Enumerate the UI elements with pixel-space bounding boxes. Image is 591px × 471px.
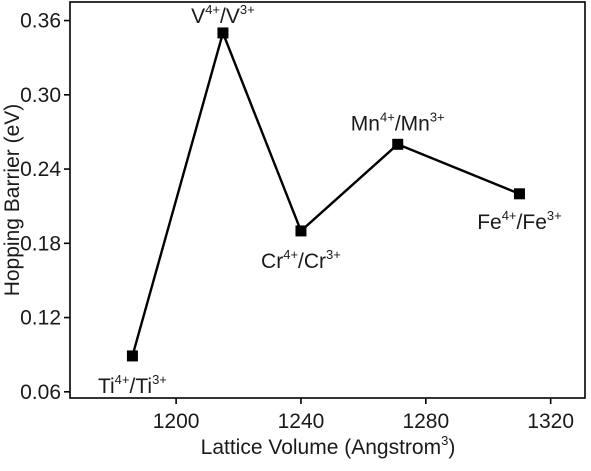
y-axis-title: Hopping Barrier (eV) <box>1 104 24 297</box>
data-point-label: V4+/V3+ <box>191 2 255 28</box>
x-tick-label: 1280 <box>402 410 449 433</box>
point-labels: Ti4+/Ti3+ V4+/V3+ Cr4+/Cr3+ Mn4+/Mn3+ Fe4+/F… <box>98 2 562 398</box>
y-tick-label: 0.30 <box>20 84 61 107</box>
data-point-marker <box>392 138 404 150</box>
data-point-marker <box>513 188 525 200</box>
x-axis-ticks: 1200 1240 1280 1320 <box>153 398 574 433</box>
x-axis-title-sup: 3 <box>441 433 448 448</box>
series-markers <box>126 27 525 362</box>
data-point-label: Fe4+/Fe3+ <box>477 208 562 234</box>
data-point-label: Ti4+/Ti3+ <box>98 372 167 398</box>
x-tick-label: 1320 <box>527 410 574 433</box>
x-axis-title: Lattice Volume (Angstrom3) <box>201 433 456 459</box>
series-line <box>131 29 520 357</box>
x-tick-label: 1240 <box>278 410 325 433</box>
x-tick-label: 1200 <box>153 410 200 433</box>
data-point-label: Cr4+/Cr3+ <box>261 247 341 273</box>
y-tick-label: 0.36 <box>20 10 61 33</box>
data-point-marker <box>217 27 229 39</box>
y-axis-ticks: 0.06 0.12 0.18 0.24 0.30 0.36 <box>20 10 70 404</box>
data-point-label: Mn4+/Mn3+ <box>351 109 445 135</box>
data-point-marker <box>295 225 307 237</box>
plot-frame <box>69 1 586 399</box>
y-tick-label: 0.24 <box>20 158 61 181</box>
y-tick-label: 0.12 <box>20 307 61 330</box>
data-point-marker <box>126 350 138 362</box>
x-axis-title-close: ) <box>448 436 455 459</box>
x-axis-title-text: Lattice Volume (Angstrom <box>201 436 441 459</box>
y-tick-label: 0.06 <box>20 381 61 404</box>
y-tick-label: 0.18 <box>20 232 61 255</box>
